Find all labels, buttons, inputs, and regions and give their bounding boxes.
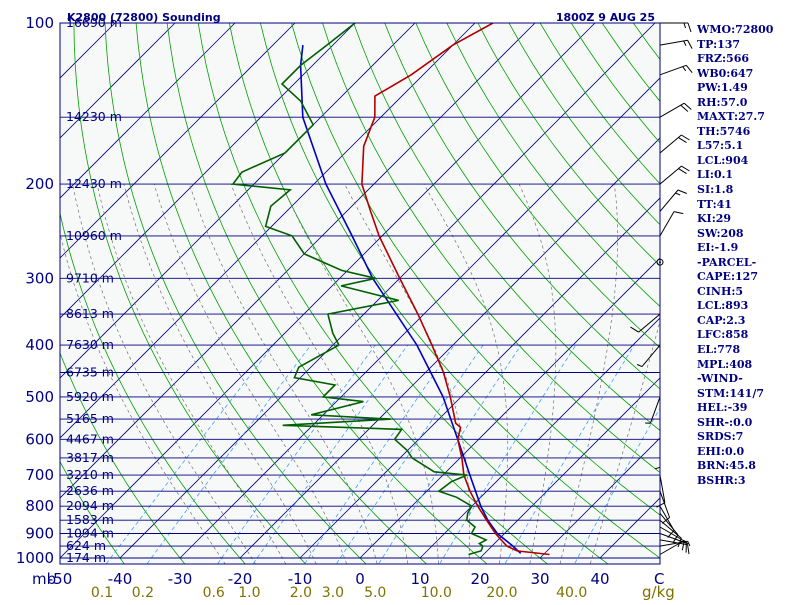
height-label: 174 m [66,550,106,565]
stat-line: CAPE:127 [697,270,797,285]
stat-line: -WIND- [697,372,797,387]
temperature-tick-label: 40 [590,570,609,588]
height-label: 10960 m [66,228,122,243]
stat-line: KI:29 [697,212,797,227]
height-label: 4467 m [66,431,114,446]
mixing-ratio-label: 40.0 [556,585,587,600]
stat-line: PW:1.49 [697,81,797,96]
mixing-ratio-label: 0.1 [91,585,113,600]
pressure-label: 200 [25,175,54,193]
pressure-label: 500 [25,388,54,406]
stat-line: SHR-:0.0 [697,416,797,431]
chart-time: 1800Z 9 AUG 25 [556,11,655,24]
pressure-label: 600 [25,430,54,448]
stat-line: WMO:72800 [697,23,797,38]
stat-line: HEL:-39 [697,401,797,416]
stat-line: TH:5746 [697,125,797,140]
temperature-tick-label: -30 [168,570,193,588]
mixing-ratio-label: 0.6 [203,585,225,600]
stat-line: RH:57.0 [697,96,797,111]
height-label: 3210 m [66,467,114,482]
stat-line: SRDS:7 [697,430,797,445]
stat-line: LI:0.1 [697,168,797,183]
height-label: 2636 m [66,483,114,498]
stat-line: WB0:647 [697,67,797,82]
stat-line: -PARCEL- [697,256,797,271]
stat-line: FRZ:566 [697,52,797,67]
height-label: 8613 m [66,306,114,321]
stat-line: TT:41 [697,198,797,213]
mixing-ratio-label: 20.0 [486,585,517,600]
mixing-ratio-label: 1.0 [238,585,260,600]
stat-line: CAP:2.3 [697,314,797,329]
stat-line: LCL:904 [697,154,797,169]
height-label: 3817 m [66,450,114,465]
temperature-tick-label: 30 [530,570,549,588]
pressure-label: 800 [25,497,54,515]
stat-line: EI:-1.9 [697,241,797,256]
stat-line: LFC:858 [697,328,797,343]
mixing-ratio-label: 5.0 [364,585,386,600]
height-label: 5165 m [66,411,114,426]
stat-line: EL:778 [697,343,797,358]
mixing-ratio-label: 10.0 [421,585,452,600]
height-label: 12430 m [66,176,122,191]
height-label: 6735 m [66,365,114,380]
pressure-label: 300 [25,269,54,287]
mixing-ratio-label: 2.0 [290,585,312,600]
pressure-unit-label: mb [32,570,56,588]
stat-line: MPL:408 [697,358,797,373]
chart-title: K2800 (72800) Sounding [67,11,221,24]
stat-line: SI:1.8 [697,183,797,198]
mixing-ratio-unit-label: g/kg [642,583,675,600]
pressure-label: 900 [25,525,54,543]
stat-line: LCL:893 [697,299,797,314]
height-label: 2094 m [66,498,114,513]
stat-line: MAXT:27.7 [697,110,797,125]
pressure-label: 1000 [16,549,54,567]
pressure-label: 100 [25,14,54,32]
stat-line: TP:137 [697,38,797,53]
stat-line: SW:208 [697,227,797,242]
stat-line: L57:5.1 [697,139,797,154]
height-label: 9710 m [66,270,114,285]
stat-line: BSHR:3 [697,474,797,489]
height-label: 7630 m [66,337,114,352]
height-label: 14230 m [66,109,122,124]
stat-line: STM:141/7 [697,387,797,402]
stat-line: CINH:5 [697,285,797,300]
height-label: 5920 m [66,389,114,404]
pressure-label: 700 [25,466,54,484]
stat-line: BRN:45.8 [697,459,797,474]
plot-area [60,23,660,564]
mixing-ratio-label: 0.2 [132,585,154,600]
mixing-ratio-label: 3.0 [322,585,344,600]
pressure-label: 400 [25,336,54,354]
stat-line: EHI:0.0 [697,445,797,460]
